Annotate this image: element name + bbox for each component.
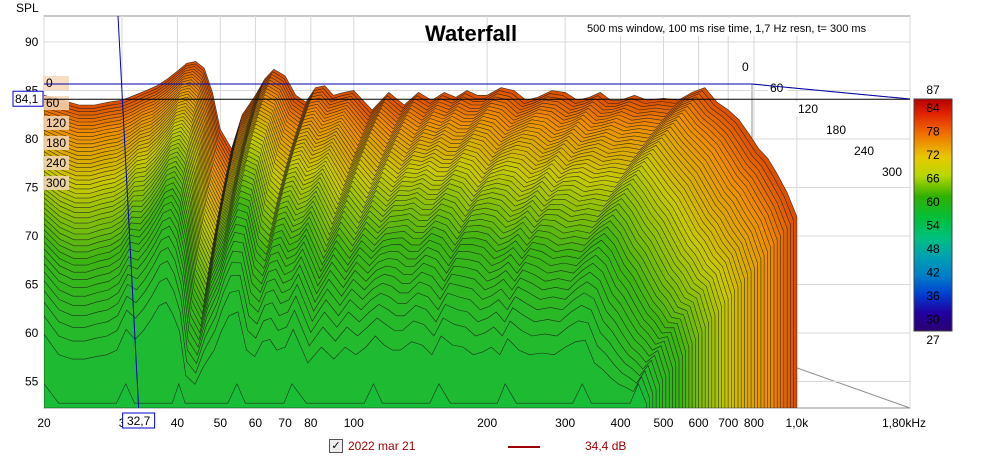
colorbar-tick-label: 42 <box>926 266 940 280</box>
time-label-left: 0 <box>46 76 53 90</box>
time-label-right: 240 <box>854 144 874 158</box>
time-label-right: 300 <box>882 165 902 179</box>
time-label-left-bg <box>43 76 69 90</box>
chart-title: Waterfall <box>425 21 517 46</box>
cursor-freq-box[interactable] <box>122 412 156 429</box>
cursor-vertical-line <box>117 15 140 409</box>
waterfall-slice <box>44 382 647 408</box>
time-label-left: 300 <box>46 176 66 190</box>
time-label-left: 120 <box>46 116 66 130</box>
x-tick-label: 500 <box>653 416 673 430</box>
time-label-right-bg <box>768 81 788 95</box>
y-tick-label: 75 <box>25 181 39 195</box>
x-tick-label: 800 <box>744 416 764 430</box>
time-label-right: 120 <box>798 102 818 116</box>
colorbar-labels: 87 84 78 72 66 60 54 48 42 36 30 27 <box>926 83 940 347</box>
legend-series-name: 2022 mar 21 <box>348 439 416 453</box>
colorbar-tick-label: 27 <box>926 333 940 347</box>
chart-subtitle: 500 ms window, 100 ms rise time, 1,7 Hz … <box>587 23 867 35</box>
time-label-left-bg <box>43 116 69 130</box>
x-tick-label: 100 <box>344 416 364 430</box>
time-axis-diagonal <box>751 83 911 100</box>
x-tick-label: 400 <box>611 416 631 430</box>
x-tick-label: 60 <box>249 416 263 430</box>
x-tick-label: 70 <box>278 416 292 430</box>
cursor-spl-box[interactable] <box>12 90 44 107</box>
time-label-left-bg <box>43 176 69 190</box>
colorbar-tick-label: 78 <box>926 125 940 139</box>
colorbar-tick-label: 66 <box>926 172 940 186</box>
y-tick-label: 70 <box>25 229 39 243</box>
y-tick-label: 55 <box>25 375 39 389</box>
colorbar-tick-label: 60 <box>926 195 940 209</box>
x-tick-label: 300 <box>555 416 575 430</box>
colorbar-tick-label: 48 <box>926 242 940 256</box>
time-label-left-bg <box>43 156 69 170</box>
colorbar-tick-label: 54 <box>926 219 940 233</box>
y-tick-label: 90 <box>25 35 39 49</box>
x-tick-label: 200 <box>477 416 497 430</box>
legend-row: ✓ 2022 mar 21 34,4 dB <box>0 438 985 456</box>
x-tick-label: 40 <box>171 416 185 430</box>
colorbar-tick-label: 87 <box>926 83 940 97</box>
waterfall-surface <box>44 61 798 408</box>
colorbar <box>913 98 953 332</box>
y-tick-label: 80 <box>25 132 39 146</box>
time-label-right-bg <box>740 60 753 74</box>
time-label-left: 240 <box>46 156 66 170</box>
time-label-left: 180 <box>46 136 66 150</box>
time-label-right: 60 <box>770 81 784 95</box>
time-label-right-bg <box>796 102 823 116</box>
subtitle-box <box>582 18 908 36</box>
x-tick-label: 1,80kHz <box>882 416 926 430</box>
legend-series-value: 34,4 dB <box>585 439 627 453</box>
time-label-right-bg <box>880 165 907 179</box>
time-label-right: 0 <box>742 60 749 74</box>
cursor-spl-value[interactable]: 84,1 <box>15 92 39 106</box>
cursor-freq-value[interactable]: 32,7 <box>127 414 151 428</box>
time-label-right-bg <box>824 123 851 137</box>
x-tick-label: 600 <box>689 416 709 430</box>
waterfall-slice <box>44 301 650 408</box>
legend-line-swatch <box>508 446 540 448</box>
time-label-left: 60 <box>46 96 60 110</box>
legend-checkbox[interactable]: ✓ <box>329 439 343 453</box>
x-tick-label: 50 <box>214 416 228 430</box>
x-tick-label: 20 <box>37 416 51 430</box>
x-tick-label: 1,0k <box>786 416 810 430</box>
x-tick-label: 80 <box>304 416 318 430</box>
x-tick-label: 700 <box>718 416 738 430</box>
colorbar-tick-label: 30 <box>926 313 940 327</box>
time-label-right-bg <box>852 144 879 158</box>
colorbar-tick-label: 36 <box>926 289 940 303</box>
y-tick-label: 65 <box>25 278 39 292</box>
y-axis-label: SPL <box>16 1 39 15</box>
y-tick-label: 60 <box>25 326 39 340</box>
colorbar-tick-label: 72 <box>926 148 940 162</box>
time-label-right: 180 <box>826 123 846 137</box>
colorbar-tick-label: 84 <box>926 101 940 115</box>
time-label-left-bg <box>43 136 69 150</box>
